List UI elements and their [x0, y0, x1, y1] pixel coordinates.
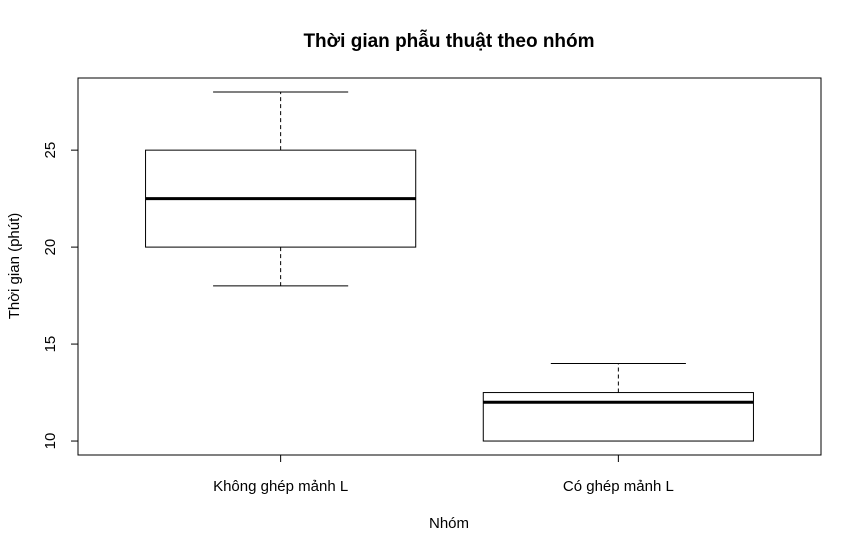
box-group [145, 91, 417, 287]
y-axis-label: Thời gian (phút) [6, 213, 23, 320]
y-tick-label: 10 [42, 433, 59, 450]
y-tick-label: 25 [42, 142, 59, 159]
iqr-box [482, 392, 754, 442]
boxes-layer [145, 91, 754, 442]
y-axis: 10 15 20 25 [42, 142, 79, 450]
x-tick-label: Có ghép mảnh L [563, 478, 674, 495]
y-tick-label: 15 [42, 336, 59, 353]
x-axis-label: Nhóm [429, 515, 469, 532]
x-axis: Không ghép mảnh L Có ghép mảnh L [213, 454, 674, 495]
box-group [482, 362, 754, 442]
chart-title: Thời gian phẫu thuật theo nhóm [303, 30, 594, 52]
y-tick-label: 20 [42, 239, 59, 256]
x-tick-label: Không ghép mảnh L [213, 478, 348, 495]
